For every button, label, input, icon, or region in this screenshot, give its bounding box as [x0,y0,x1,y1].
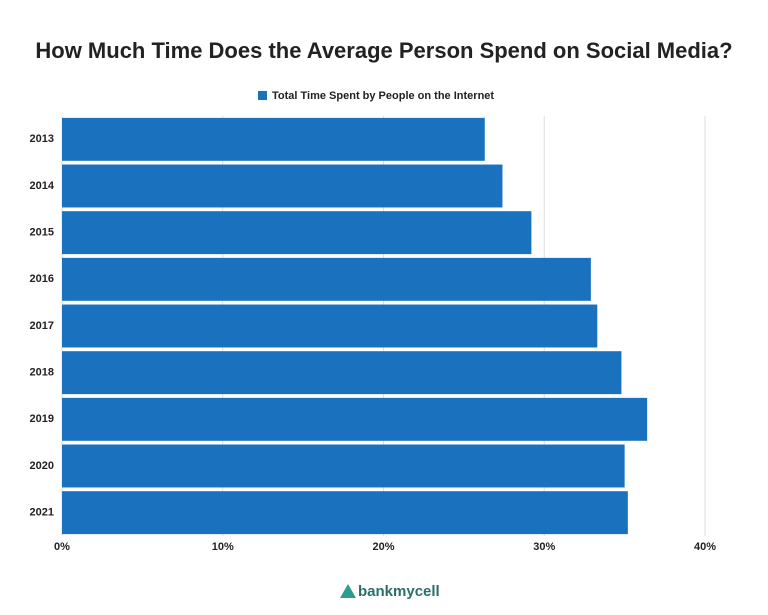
y-tick-label: 2015 [30,227,54,239]
y-tick-label: 2014 [30,180,55,192]
bar [62,444,625,488]
logo: bankmycell [340,583,440,600]
y-tick-label: 2019 [30,413,54,425]
legend-label: Total Time Spent by People on the Intern… [272,90,494,102]
x-tick-label: 20% [372,541,394,553]
bar [62,397,648,441]
x-tick-label: 10% [212,541,234,553]
x-tick-label: 30% [533,541,555,553]
bar [62,211,532,255]
y-tick-label: 2021 [30,507,54,519]
x-tick-label: 0% [54,541,70,553]
y-tick-label: 2016 [30,273,54,285]
bar [62,304,598,348]
x-tick-label: 40% [694,541,716,553]
legend-swatch [258,91,267,100]
bar [62,491,628,535]
bar [62,117,485,161]
chart-title: How Much Time Does the Average Person Sp… [35,38,732,63]
bar [62,164,503,208]
y-tick-label: 2020 [30,460,54,472]
logo-text: bankmycell [358,583,440,600]
y-tick-label: 2018 [30,367,54,379]
y-tick-label: 2013 [30,133,54,145]
bar [62,351,622,395]
logo-icon [340,584,356,598]
y-tick-label: 2017 [30,320,54,332]
bar [62,257,591,301]
